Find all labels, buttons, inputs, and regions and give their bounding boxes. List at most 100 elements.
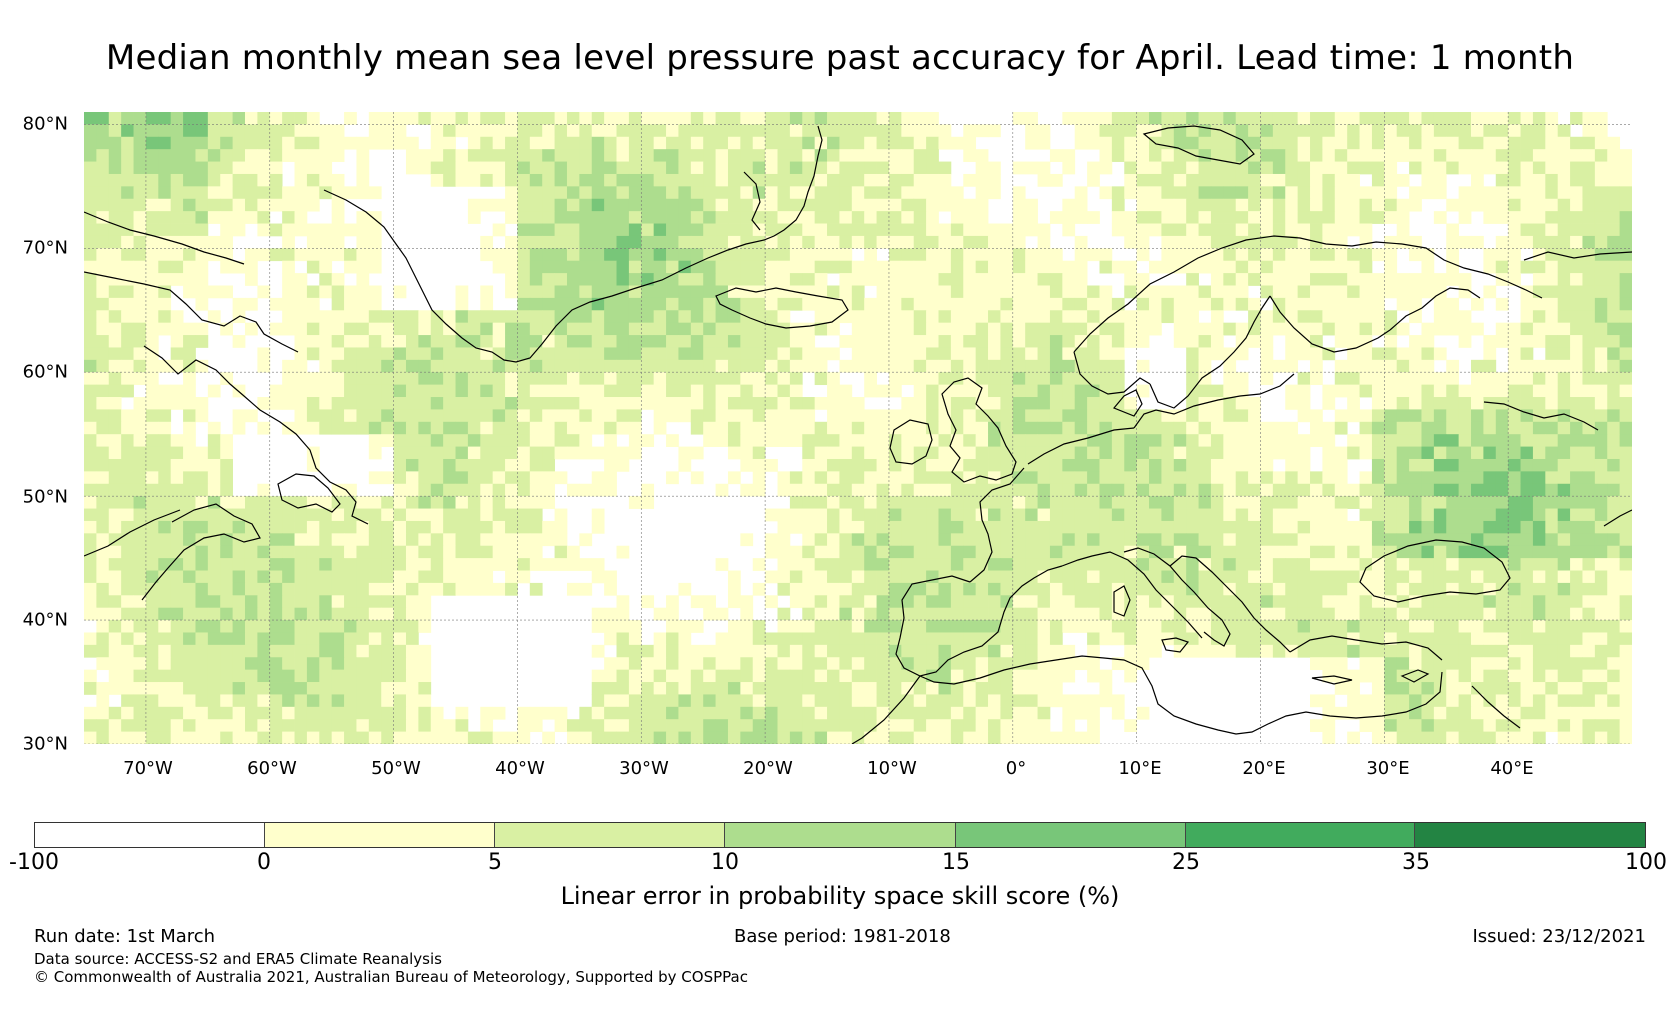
skill-cell [641,595,655,609]
skill-cell [96,409,110,423]
skill-cell [715,173,729,187]
skill-cell [1359,582,1373,596]
skill-cell [393,533,407,547]
skill-cell [145,161,159,175]
skill-cell [864,322,877,336]
skill-cell [1371,372,1385,386]
skill-cell [1347,397,1360,410]
skill-cell [839,582,853,596]
skill-cell [96,533,110,547]
skill-cell [1235,322,1249,336]
skill-cell [814,186,828,200]
skill-cell [96,657,110,671]
skill-cell [1582,421,1596,435]
skill-cell [1607,595,1621,609]
skill-cell [802,545,816,559]
skill-cell [1557,310,1571,324]
skill-cell [517,471,531,485]
skill-cell [158,223,172,237]
skill-cell [1570,595,1583,609]
skill-cell [1619,347,1632,361]
skill-cell [418,508,432,522]
skill-cell [170,124,184,138]
skill-cell [257,657,271,671]
skill-cell [158,297,172,311]
skill-cell [1347,607,1360,621]
skill-cell [1161,446,1175,460]
skill-cell [1297,297,1311,311]
skill-cell [1000,322,1014,336]
skill-cell [876,173,890,187]
skill-cell [591,359,605,373]
skill-cell [183,198,196,212]
skill-cell [554,409,568,423]
skill-cell [616,347,630,361]
skill-cell [220,582,233,596]
skill-cell [1173,520,1187,534]
skill-cell [1285,124,1299,138]
skill-cell [356,508,370,522]
skill-cell [1495,458,1509,472]
skill-cell [306,260,320,274]
skill-cell [876,471,890,485]
skill-cell [616,173,630,187]
skill-cell [1384,558,1398,571]
skill-cell [1458,471,1472,485]
skill-cell [913,136,927,150]
skill-cell [802,496,816,509]
skill-cell [158,458,172,472]
skill-cell [1037,607,1051,621]
skill-cell [183,149,196,162]
skill-cell [1074,421,1088,435]
skill-cell [554,310,568,324]
skill-cell [282,186,295,200]
skill-cell [1384,458,1398,472]
skill-cell [690,186,704,200]
skill-cell [294,285,308,299]
skill-cell [1210,446,1224,460]
skill-cell [777,149,791,162]
skill-cell [938,434,952,447]
skill-cell [505,520,518,534]
skill-cell [690,397,704,410]
skill-cell [443,434,456,447]
skill-cell [529,260,543,274]
skill-cell [851,322,865,336]
skill-cell [851,198,865,212]
skill-cell [950,310,964,324]
skill-cell [1433,595,1447,609]
skill-cell [1124,607,1138,621]
skill-cell [777,347,791,361]
skill-cell [913,310,927,324]
skill-cell [765,112,778,125]
skill-cell [306,520,320,534]
skill-cell [505,198,518,212]
skill-cell [1198,421,1212,435]
skill-cell [1235,508,1249,522]
skill-cell [1074,335,1088,348]
skill-cell [777,173,791,187]
skill-cell [827,434,840,447]
skill-cell [244,273,258,286]
skill-cell [740,136,754,150]
skill-cell [418,607,432,621]
skill-cell [121,211,134,224]
skill-cell [96,520,110,534]
skill-cell [108,508,122,522]
skill-cell [926,347,939,361]
skill-cell [1471,607,1484,621]
skill-cell [1421,335,1435,348]
skill-cell [1421,421,1435,435]
skill-cell [1310,570,1323,584]
skill-cell [158,248,172,262]
skill-cell [1446,620,1460,633]
skill-cell [1049,496,1063,509]
skill-cell [690,620,704,633]
skill-cell [1297,471,1311,485]
skill-cell [1520,471,1534,485]
skill-cell [1297,198,1311,212]
skill-cell [1260,582,1274,596]
skill-cell [1272,496,1286,509]
skill-cell [467,322,481,336]
skill-cell [1396,347,1410,361]
